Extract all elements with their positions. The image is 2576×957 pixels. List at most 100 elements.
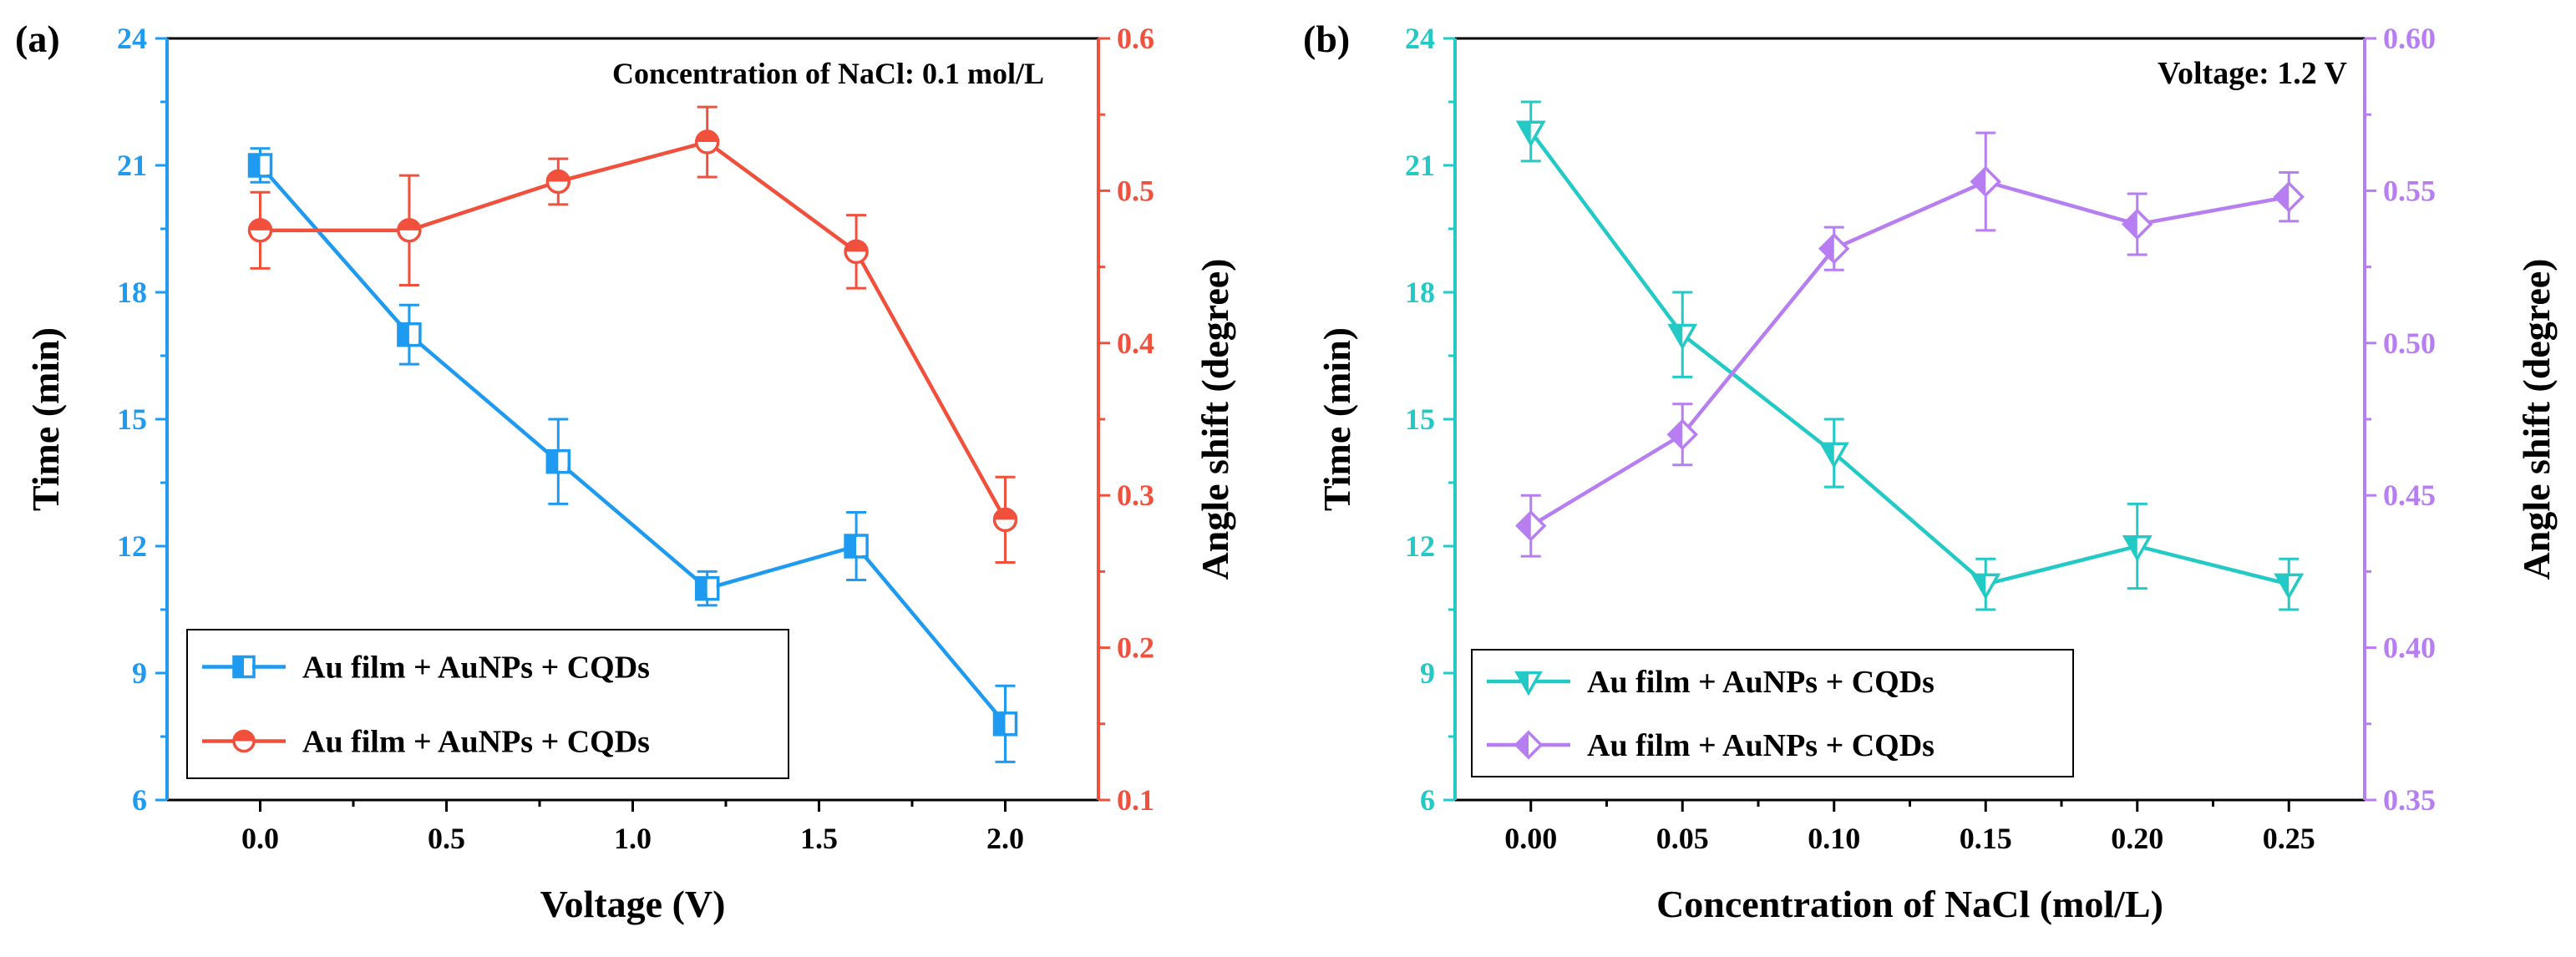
series-line (1529, 180, 2289, 528)
marker-fill (994, 509, 1017, 520)
left-y-tick-label: 12 (117, 529, 147, 563)
marker-fill (994, 712, 1006, 735)
legend-label: Au film + AuNPs + CQDs (1587, 665, 1935, 700)
x-tick-label: 0.0 (241, 822, 279, 855)
right-y-tick-label: 0.2 (1117, 631, 1154, 665)
data-point (2122, 535, 2153, 562)
x-tick-label: 0.5 (428, 822, 465, 855)
series-line (1529, 130, 2289, 586)
data-point (992, 711, 1018, 737)
marker-fill (547, 170, 570, 182)
legend-box (186, 629, 789, 779)
left-y-tick-label: 18 (1405, 276, 1435, 309)
legend-label: Au film + AuNPs + CQDs (302, 651, 650, 686)
marker-outline (397, 322, 422, 347)
marker-hollow (707, 579, 717, 598)
marker-hollow (856, 537, 866, 555)
series-1 (1515, 100, 2305, 611)
marker-outline (992, 711, 1018, 737)
data-point (545, 448, 571, 474)
data-point (545, 169, 571, 195)
legend: Au film + AuNPs + CQDs Au film + AuNPs + … (186, 629, 789, 779)
x-tick-label: 2.0 (986, 822, 1024, 855)
x-axis-title: Concentration of NaCl (mol/L) (1656, 883, 2163, 925)
marker-fill (249, 219, 271, 230)
left-y-tick-label: 6 (132, 783, 147, 817)
data-point (992, 507, 1018, 533)
legend-label: Au film + AuNPs + CQDs (302, 725, 650, 760)
series-1 (247, 147, 1018, 763)
marker-fill (845, 535, 857, 557)
right-y-tick-label: 0.4 (1117, 327, 1154, 360)
marker-fill (234, 731, 254, 742)
legend-marker (1514, 671, 1543, 696)
marker-fill (696, 577, 707, 600)
left-y-tick-label: 6 (1420, 783, 1435, 817)
marker-hollow (558, 452, 568, 471)
x-tick-label: 0.05 (1656, 822, 1709, 855)
data-point (397, 322, 422, 347)
data-point (247, 218, 273, 243)
x-tick-label: 0.25 (2263, 822, 2315, 855)
marker-hollow (244, 658, 252, 676)
left-y-tick-label: 9 (132, 656, 147, 690)
data-point (1970, 573, 2001, 600)
legend-marker (232, 729, 256, 753)
data-point (2274, 573, 2305, 600)
left-y-tick-label: 24 (117, 22, 147, 55)
data-point (1515, 120, 1546, 147)
marker-fill (2276, 575, 2289, 597)
data-point (1515, 509, 1547, 542)
series-2 (247, 105, 1018, 564)
marker-fill (1820, 235, 1834, 262)
legend-marker (1514, 730, 1544, 760)
data-point (247, 153, 273, 178)
data-point (694, 575, 720, 601)
marker-outline (694, 575, 720, 601)
series-line (260, 139, 1007, 521)
right-y-axis-title: Angle shift (degree) (1194, 259, 1236, 580)
x-tick-label: 0.10 (1808, 822, 1860, 855)
left-y-tick-label: 18 (117, 276, 147, 309)
marker-outline (844, 534, 869, 559)
data-point (2273, 180, 2305, 213)
left-y-axis-title: Time (min) (24, 327, 67, 511)
legend-entry: Au film + AuNPs + CQDs (202, 651, 650, 686)
left-y-tick-label: 21 (117, 149, 147, 182)
data-point (1818, 442, 1849, 469)
legend-entry: Au film + AuNPs + CQDs (202, 725, 650, 760)
series-2 (1515, 131, 2305, 558)
marker-fill (2124, 536, 2137, 559)
legend-marker (232, 655, 256, 679)
x-tick-label: 0.00 (1504, 822, 1557, 855)
right-y-tick-label: 0.35 (2383, 783, 2436, 817)
series-line (258, 164, 1007, 726)
left-y-tick-label: 12 (1405, 529, 1435, 563)
x-axis-title: Voltage (V) (540, 883, 726, 925)
panel-a: 0.0 0.5 1.0 1.5 2.0 6 9 12 15 18 21 24 0.1 0.2 0.3 0.4 0… (15, 18, 1236, 925)
marker-fill (1518, 122, 1531, 144)
marker-hollow (408, 325, 418, 344)
panel-label: (b) (1303, 18, 1350, 60)
marker-fill (398, 219, 420, 230)
left-y-tick-label: 15 (1405, 403, 1435, 436)
right-y-tick-label: 0.3 (1117, 478, 1154, 512)
marker-fill (2275, 183, 2289, 210)
x-tick-label: 0.15 (1960, 822, 2012, 855)
legend-box (1471, 649, 2074, 777)
marker-fill (249, 154, 261, 176)
marker-fill (1972, 168, 1986, 195)
panel-label: (a) (15, 18, 60, 60)
marker-fill (696, 131, 718, 143)
data-point (1818, 232, 1850, 265)
chart-annotation: Concentration of NaCl: 0.1 mol/L (612, 57, 1044, 90)
left-y-axis-title: Time (min) (1316, 327, 1358, 511)
x-tick-label: 1.0 (614, 822, 652, 855)
legend: Au film + AuNPs + CQDs Au film + AuNPs + … (1471, 649, 2074, 777)
panel-b: 0.00 0.05 0.10 0.15 0.20 0.25 6 9 12 15 18 21 24 0.35… (1303, 18, 2558, 925)
marker-fill (1670, 325, 1683, 347)
data-point (694, 129, 720, 154)
right-y-tick-label: 0.5 (1117, 174, 1154, 207)
right-y-tick-label: 0.50 (2383, 327, 2436, 360)
